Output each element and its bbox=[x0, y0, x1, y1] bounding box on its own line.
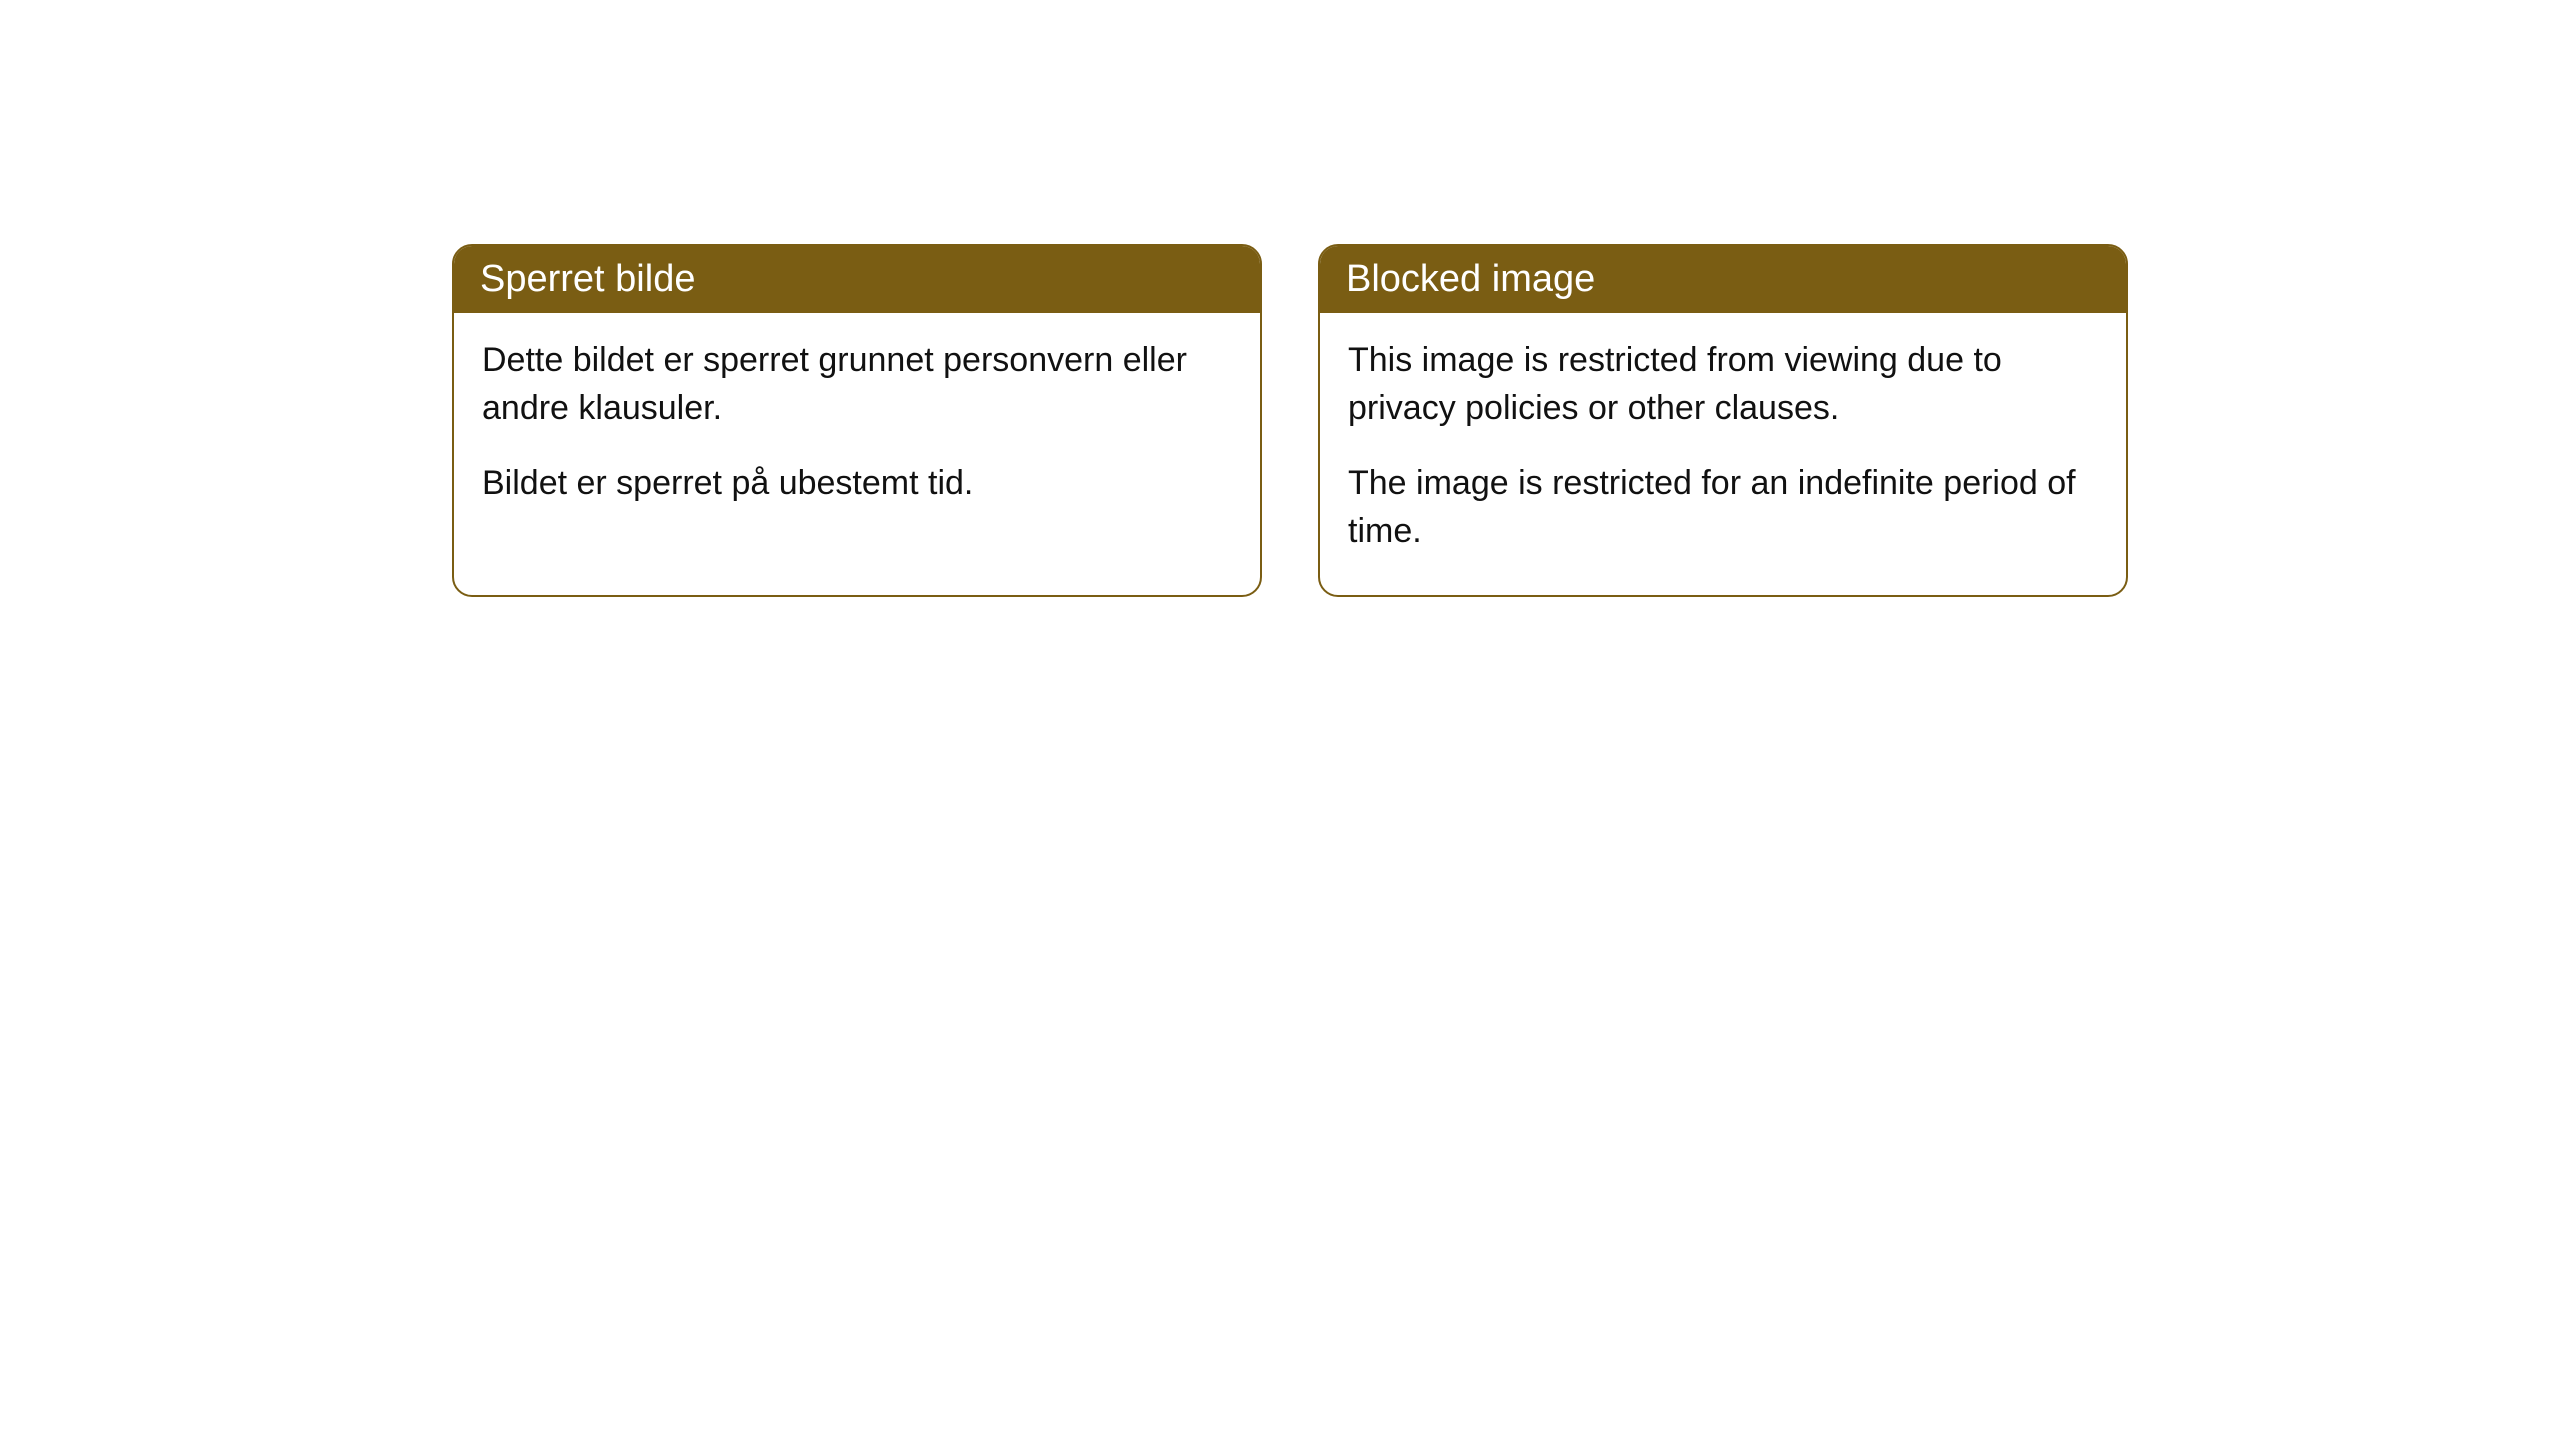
blocked-image-card-norwegian: Sperret bilde Dette bildet er sperret gr… bbox=[452, 244, 1262, 597]
card-header-left: Sperret bilde bbox=[454, 246, 1260, 313]
card-para2-right: The image is restricted for an indefinit… bbox=[1348, 460, 2098, 555]
card-para1-right: This image is restricted from viewing du… bbox=[1348, 337, 2098, 432]
blocked-image-card-english: Blocked image This image is restricted f… bbox=[1318, 244, 2128, 597]
card-body-left: Dette bildet er sperret grunnet personve… bbox=[454, 313, 1260, 548]
card-body-right: This image is restricted from viewing du… bbox=[1320, 313, 2126, 595]
notice-cards-container: Sperret bilde Dette bildet er sperret gr… bbox=[452, 244, 2128, 597]
card-title-left: Sperret bilde bbox=[480, 258, 695, 300]
card-title-right: Blocked image bbox=[1346, 258, 1595, 300]
card-header-right: Blocked image bbox=[1320, 246, 2126, 313]
card-para2-left: Bildet er sperret på ubestemt tid. bbox=[482, 460, 1232, 508]
card-para1-left: Dette bildet er sperret grunnet personve… bbox=[482, 337, 1232, 432]
